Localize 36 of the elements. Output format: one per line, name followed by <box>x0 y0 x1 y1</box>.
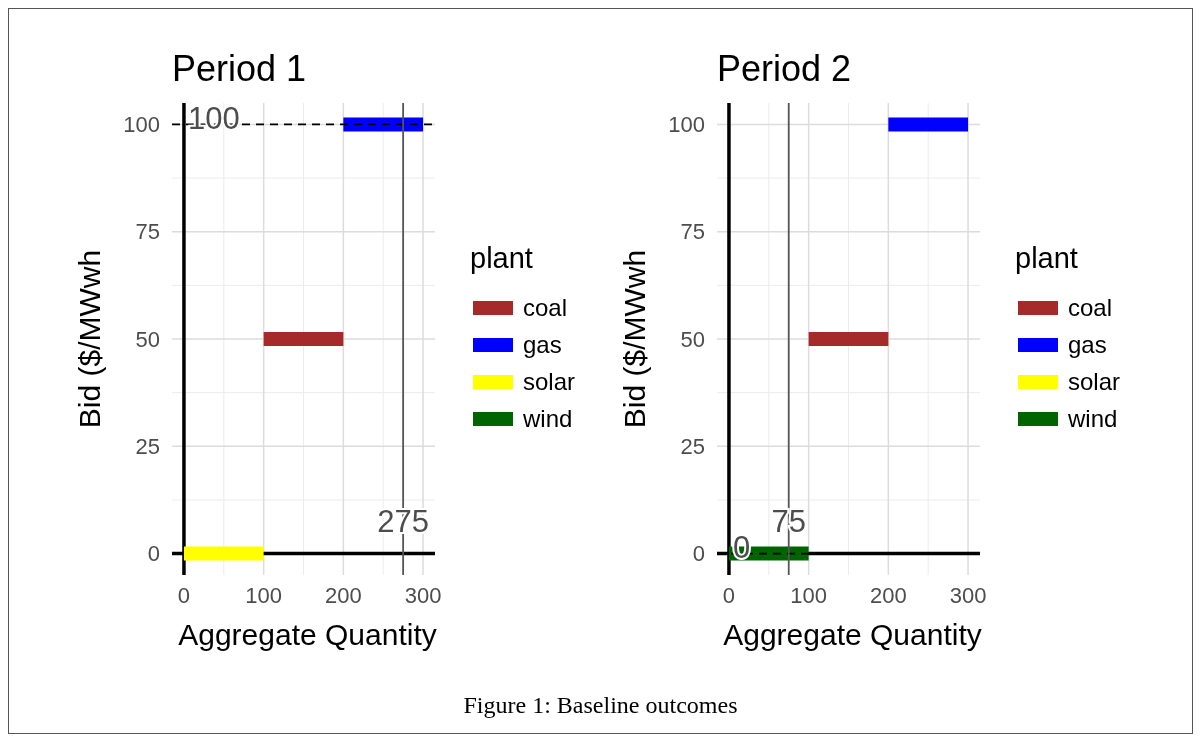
legend-label: coal <box>1068 294 1113 322</box>
legend-label: wind <box>522 405 573 433</box>
x-tick-label: 100 <box>245 583 283 608</box>
legend-title: plant <box>1015 242 1078 274</box>
y-tick-label: 25 <box>135 433 160 459</box>
y-tick-label: 50 <box>680 326 705 352</box>
y-tick-label: 75 <box>680 219 705 245</box>
x-tick-label: 0 <box>177 583 191 608</box>
legend-title: plant <box>470 242 533 274</box>
x-axis-title: Aggregate Quantity <box>723 618 982 651</box>
x-axis-title: Aggregate Quantity <box>178 618 437 651</box>
legend-label: solar <box>523 368 576 396</box>
x-tick-label: 200 <box>869 583 907 608</box>
y-tick-label: 100 <box>668 112 705 138</box>
legend-label: gas <box>523 331 562 359</box>
x-tick-label: 200 <box>324 583 362 608</box>
y-axis-title: Bid ($/MWwh <box>73 249 106 429</box>
legend-label: wind <box>1067 405 1118 433</box>
y-tick-label: 0 <box>692 541 705 567</box>
x-tick-label: 300 <box>404 583 442 608</box>
ref-line-label: 100 <box>187 101 240 137</box>
legend-label: gas <box>1068 331 1107 359</box>
y-tick-label: 0 <box>147 541 160 567</box>
chart-title: Period 2 <box>717 48 852 89</box>
y-axis-title: Bid ($/MWwh <box>618 249 651 429</box>
x-tick-label: 300 <box>949 583 987 608</box>
legend-label: coal <box>523 294 568 322</box>
y-tick-label: 100 <box>123 112 160 138</box>
legend-label: solar <box>1068 368 1121 396</box>
y-tick-label: 50 <box>135 326 160 352</box>
caption: Figure 1: Baseline outcomes <box>463 692 738 718</box>
y-tick-label: 75 <box>135 219 160 245</box>
chart-title: Period 1 <box>172 48 307 89</box>
x-tick-label: 100 <box>790 583 828 608</box>
y-tick-label: 25 <box>680 433 705 459</box>
x-tick-label: 0 <box>722 583 736 608</box>
